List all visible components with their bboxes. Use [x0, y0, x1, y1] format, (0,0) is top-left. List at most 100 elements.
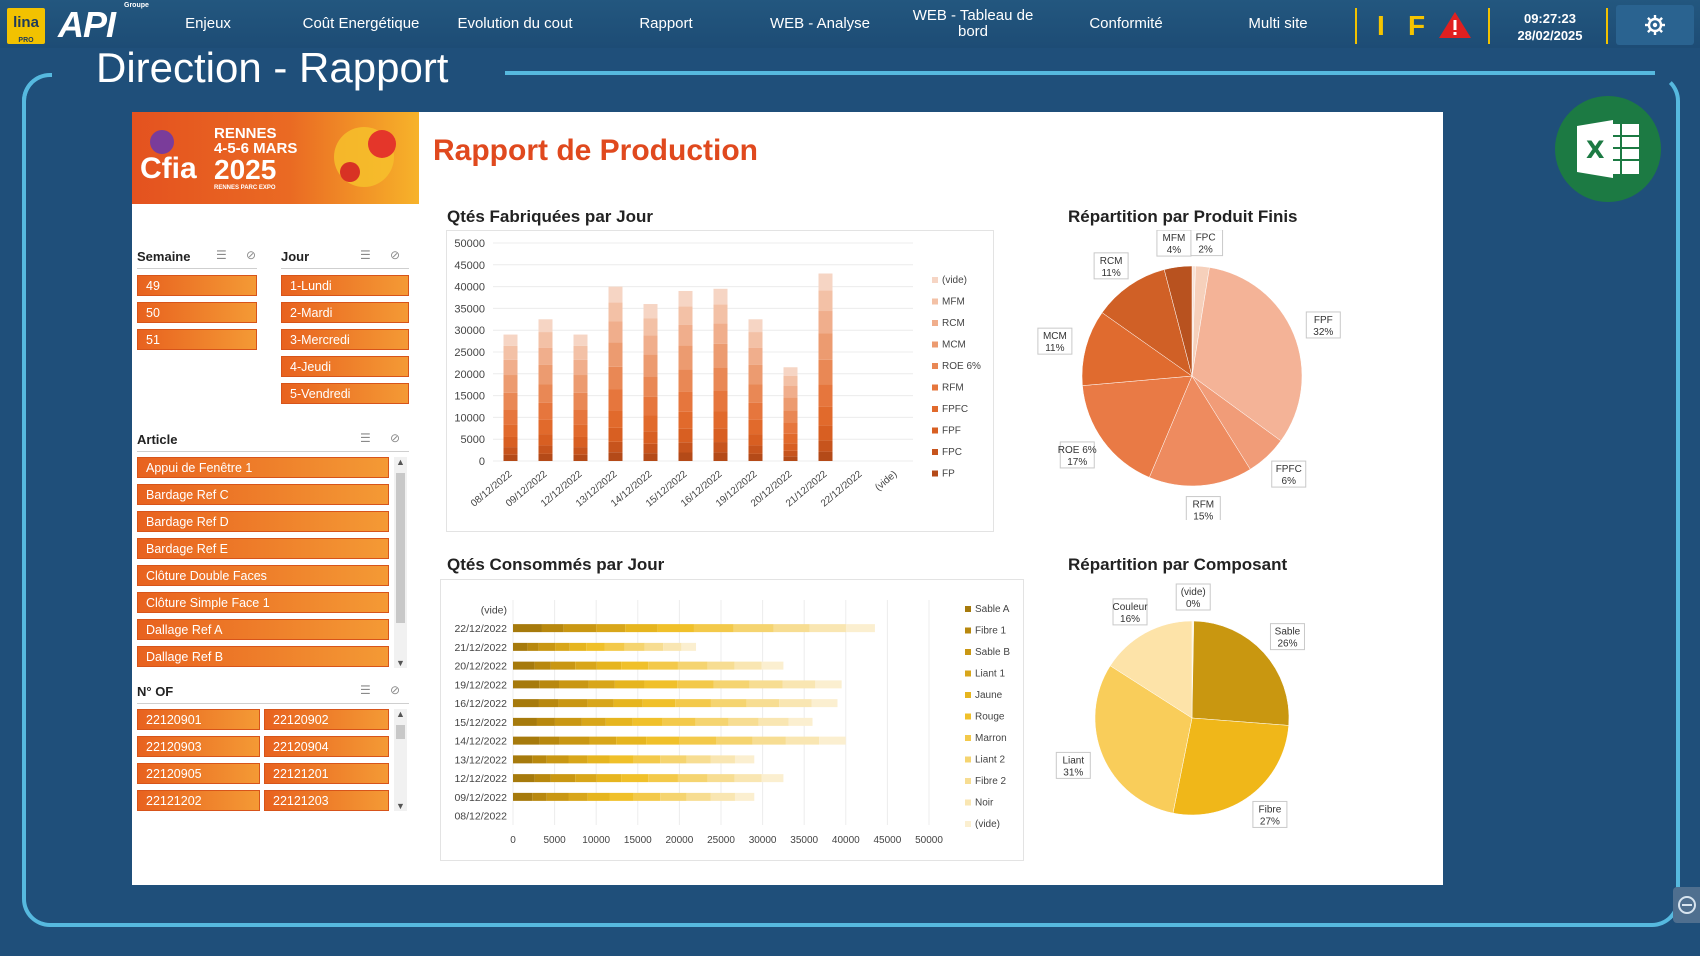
article-item[interactable]: Clôture Double Faces: [137, 565, 389, 586]
nav-web-analyse[interactable]: WEB - Analyse: [769, 15, 871, 32]
pie-label-pct: 4%: [1167, 245, 1182, 256]
bar-segment: [573, 436, 588, 448]
bar-segment: [609, 792, 634, 801]
page-title: Direction - Rapport: [96, 44, 449, 91]
semaine-item[interactable]: 50: [137, 302, 257, 323]
legend-label: RFM: [942, 383, 964, 394]
article-item[interactable]: Bardage Ref E: [137, 538, 389, 559]
of-item[interactable]: 22120902: [264, 709, 389, 730]
nav-conformite[interactable]: Conformité: [1089, 15, 1163, 32]
legend-label: (vide): [975, 819, 1000, 830]
qtes-consommes-svg: 0 5000 10000 15000 20000 25000 30000 35000 40000…: [454, 600, 1010, 846]
scroll-up-icon[interactable]: ▲: [396, 709, 405, 719]
multi-select-icon[interactable]: ☰: [360, 683, 371, 697]
legend-label: Liant 1: [975, 669, 1005, 680]
qtes-fabriquees-svg: 0 5000 10000 15000 20000 25000 30000 35000 40000…: [454, 238, 981, 509]
pie-slice: [1191, 620, 1290, 726]
multi-select-icon[interactable]: ☰: [216, 248, 227, 262]
bar-segment: [513, 680, 540, 689]
y-tick-label: 09/12/2022: [454, 792, 507, 804]
nav-multi-site[interactable]: Multi site: [1248, 15, 1308, 32]
export-excel-button[interactable]: X: [1555, 96, 1661, 202]
bar-segment: [845, 624, 875, 633]
scroll-up-icon[interactable]: ▲: [396, 457, 405, 467]
scrollbar-thumb[interactable]: [396, 725, 405, 739]
bar-segment: [503, 454, 518, 461]
bar-segment: [678, 411, 693, 429]
nav-web-tableau-de-bord[interactable]: WEB - Tableau de bord: [912, 7, 1034, 40]
of-item[interactable]: 22121202: [137, 790, 260, 811]
of-item[interactable]: 22120905: [137, 763, 260, 784]
bar-segment: [643, 376, 658, 397]
article-item[interactable]: Bardage Ref D: [137, 511, 389, 532]
article-item[interactable]: Dallage Ref A: [137, 619, 389, 640]
legend-swatch: [965, 735, 971, 741]
bar-segment: [503, 334, 518, 346]
multi-select-icon[interactable]: ☰: [360, 248, 371, 262]
clear-filter-icon[interactable]: ⊘: [246, 248, 257, 262]
nav-evolution-du-cout[interactable]: Evolution du cout: [457, 15, 573, 32]
jour-item[interactable]: 5-Vendredi: [281, 383, 409, 404]
x-tick-label: 10000: [582, 835, 610, 846]
clear-filter-icon[interactable]: ⊘: [390, 248, 401, 262]
of-item[interactable]: 22120904: [264, 736, 389, 757]
bar-segment: [633, 755, 661, 764]
bar-segment: [608, 389, 623, 411]
nav-rapport[interactable]: Rapport: [639, 15, 693, 32]
of-item[interactable]: 22121203: [264, 790, 389, 811]
jour-item[interactable]: 1-Lundi: [281, 275, 409, 296]
scroll-down-icon[interactable]: ▼: [396, 801, 405, 811]
y-tick-label: 21/12/2022: [454, 642, 507, 654]
nav-separator: [1606, 8, 1608, 44]
article-scrollbar[interactable]: ▲ ▼: [394, 457, 407, 668]
semaine-item[interactable]: 49: [137, 275, 257, 296]
legend-swatch: [965, 799, 971, 806]
jour-item[interactable]: 2-Mardi: [281, 302, 409, 323]
legend-label: MCM: [942, 340, 966, 351]
content-frame-corner: [22, 73, 52, 103]
jour-item[interactable]: 4-Jeudi: [281, 356, 409, 377]
bar-segment: [643, 443, 658, 454]
pie-label-name: (vide): [1181, 587, 1206, 598]
scroll-down-icon[interactable]: ▼: [396, 658, 405, 668]
of-slicer-title: N° OF: [137, 684, 174, 699]
y-tick-label: 35000: [454, 303, 485, 315]
of-scrollbar[interactable]: ▲ ▼: [394, 709, 407, 811]
pie-label-box: [1037, 327, 1073, 355]
y-tick-label: 45000: [454, 260, 485, 272]
settings-button[interactable]: [1616, 5, 1694, 45]
bar-segment: [758, 717, 789, 726]
pie-slice: [1101, 269, 1193, 377]
bar-segment: [677, 661, 708, 670]
scrollbar-thumb[interactable]: [396, 473, 405, 623]
bar-segment: [503, 436, 518, 448]
nav-enjeux[interactable]: Enjeux: [185, 15, 231, 32]
bar-segment: [632, 717, 663, 726]
clear-filter-icon[interactable]: ⊘: [390, 683, 401, 697]
clear-filter-icon[interactable]: ⊘: [390, 431, 401, 445]
article-item[interactable]: Appui de Fenêtre 1: [137, 457, 389, 478]
jour-item[interactable]: 3-Mercredi: [281, 329, 409, 350]
flag-f-indicator[interactable]: F: [1408, 10, 1426, 41]
bar-segment: [573, 409, 588, 425]
article-item[interactable]: Bardage Ref C: [137, 484, 389, 505]
cfia-venue: RENNES PARC EXPO: [214, 185, 276, 191]
side-help-tab[interactable]: [1673, 887, 1700, 923]
bar-segment: [818, 425, 833, 441]
of-item[interactable]: 22120903: [137, 736, 260, 757]
flag-i-indicator[interactable]: I: [1377, 10, 1385, 41]
semaine-item[interactable]: 51: [137, 329, 257, 350]
multi-select-icon[interactable]: ☰: [360, 431, 371, 445]
bar-segment: [538, 347, 553, 365]
article-item[interactable]: Clôture Simple Face 1: [137, 592, 389, 613]
of-item[interactable]: 22120901: [137, 709, 260, 730]
bar-segment: [558, 699, 588, 708]
article-item[interactable]: Dallage Ref B: [137, 646, 389, 667]
alert-warning-icon[interactable]: [1438, 10, 1472, 40]
x-tick-label: 0: [510, 835, 516, 846]
of-item[interactable]: 22121201: [264, 763, 389, 784]
nav-cout-energetique[interactable]: Coût Energétique: [302, 15, 420, 32]
